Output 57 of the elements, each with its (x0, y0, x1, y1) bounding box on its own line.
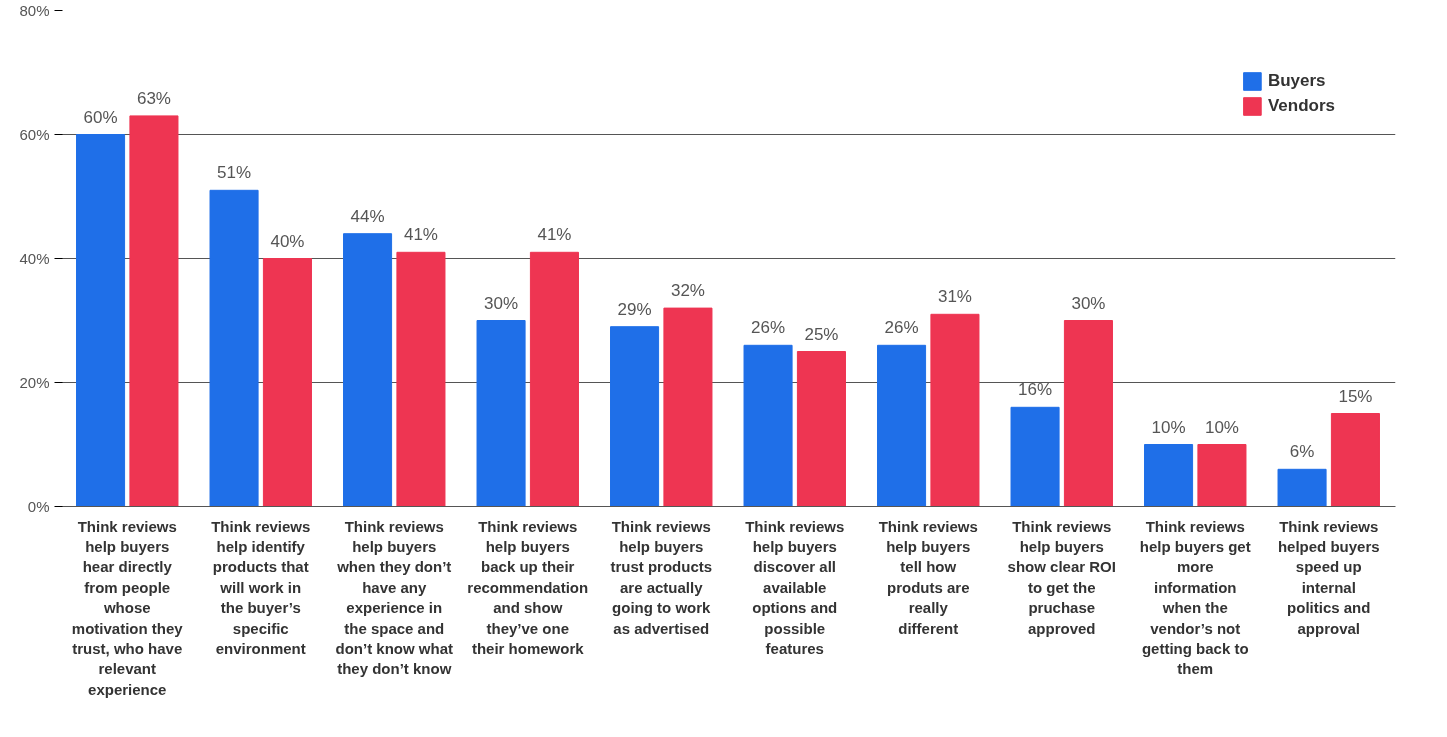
data-label: 41% (403, 225, 438, 245)
bar (262, 258, 312, 507)
bar (1330, 413, 1380, 507)
x-tick-label: Think reviews help buyers get more information when the vendor’s not getting back to them (1139, 517, 1251, 678)
bar (129, 115, 179, 507)
data-label: 63% (136, 88, 171, 108)
bar (343, 233, 393, 507)
data-label: 40% (270, 231, 305, 251)
data-label: 16% (1018, 380, 1053, 400)
x-tick-label: Think reviews help buyers back up their recommendation and show they’ve one their homework (467, 517, 589, 657)
data-label: 10% (1151, 417, 1186, 437)
legend-label: Vendors (1267, 96, 1335, 116)
y-tick-label: 60% (19, 126, 50, 143)
x-tick-label: Think reviews help buyers tell how produts are really different (878, 517, 978, 637)
x-tick-label: Think reviews helped buyers speed up internal politics and approval (1277, 517, 1380, 637)
bar (1277, 468, 1327, 507)
data-label: 30% (1071, 293, 1106, 313)
bar (209, 189, 259, 507)
x-tick-label: Think reviews help buyers when they don’t have any experience in the space and don’t know what they don’t know (335, 517, 454, 678)
bar (476, 320, 526, 507)
x-tick-label: Think reviews help buyers discover all available options and possible features (745, 517, 845, 657)
x-tick-label: Think reviews help buyers show clear ROI to get the pruchase approved (1007, 517, 1116, 637)
data-label: 32% (670, 281, 705, 301)
data-label: 6% (1289, 442, 1315, 462)
y-tick-label: 40% (19, 250, 50, 267)
data-label: 30% (484, 293, 519, 313)
bar (1010, 406, 1060, 507)
data-label: 29% (617, 299, 652, 319)
bar (1063, 320, 1113, 507)
x-tick-label: Think reviews help buyers trust products are actually going to work as advertised (610, 517, 713, 637)
y-tick-label: 80% (19, 2, 50, 19)
bar (1144, 444, 1194, 507)
data-label: 41% (537, 225, 572, 245)
bar (663, 307, 713, 507)
data-label: 26% (751, 318, 786, 338)
bar (1197, 444, 1247, 507)
data-label: 26% (884, 318, 919, 338)
bar (796, 351, 846, 507)
data-label: 10% (1204, 417, 1239, 437)
bar (877, 344, 927, 507)
bar (529, 251, 579, 507)
category-label: Think reviews help buyers hear directly from people whose motivation they trust, who have relevant experience (71, 517, 183, 698)
data-label: 31% (937, 287, 972, 307)
bar (76, 134, 126, 507)
x-tick-label: Think reviews help identify products that will work in the buyer’s specific environment (211, 517, 311, 657)
bar (396, 251, 446, 507)
data-label: 51% (217, 163, 252, 183)
bar (610, 326, 660, 507)
data-label: 25% (804, 324, 839, 344)
data-label: 60% (83, 107, 118, 127)
y-tick-label: 0% (27, 498, 50, 515)
legend-label: Buyers (1267, 71, 1326, 91)
y-tick-label: 20% (19, 374, 50, 391)
bar (743, 344, 793, 507)
bar (930, 313, 980, 507)
data-label: 44% (350, 206, 385, 226)
data-label: 15% (1338, 386, 1373, 406)
